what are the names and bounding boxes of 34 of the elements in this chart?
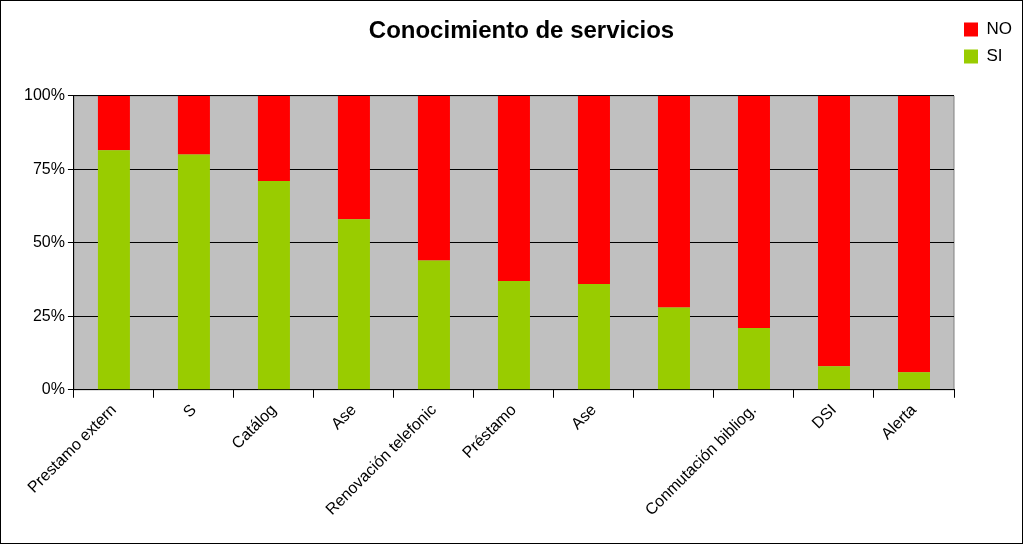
bar — [497, 281, 530, 390]
bar — [577, 95, 610, 284]
y-tick-label: 50% — [32, 233, 65, 251]
bar — [97, 95, 130, 151]
bar — [337, 95, 370, 220]
x-tick-label: DSI — [808, 400, 840, 432]
bar — [497, 95, 530, 281]
bar — [657, 95, 690, 308]
bar — [337, 219, 370, 390]
chart-title: Conocimiento de servicios — [368, 16, 675, 44]
bar — [898, 95, 930, 373]
bar — [257, 95, 290, 182]
x-tick-label: Ase — [327, 400, 360, 433]
bar — [737, 328, 770, 390]
legend-label: NO — [986, 19, 1012, 39]
y-tick-label: 25% — [32, 306, 65, 324]
bar — [177, 154, 210, 390]
bar — [898, 372, 930, 390]
bar — [577, 283, 610, 390]
bar — [817, 95, 850, 367]
bar — [737, 95, 770, 329]
y-tick-label: 0% — [41, 380, 65, 398]
legend-label: SI — [986, 46, 1003, 66]
x-tick-label: S — [179, 400, 200, 421]
bar — [657, 307, 690, 390]
bar — [417, 95, 450, 261]
bar — [417, 260, 450, 390]
y-tick-label: 100% — [24, 86, 65, 104]
x-tick-label: Ase — [567, 400, 600, 433]
y-tick-label: 75% — [32, 159, 65, 177]
bar — [257, 181, 290, 390]
bar — [177, 95, 210, 155]
bar — [817, 366, 850, 390]
bar — [97, 150, 130, 390]
